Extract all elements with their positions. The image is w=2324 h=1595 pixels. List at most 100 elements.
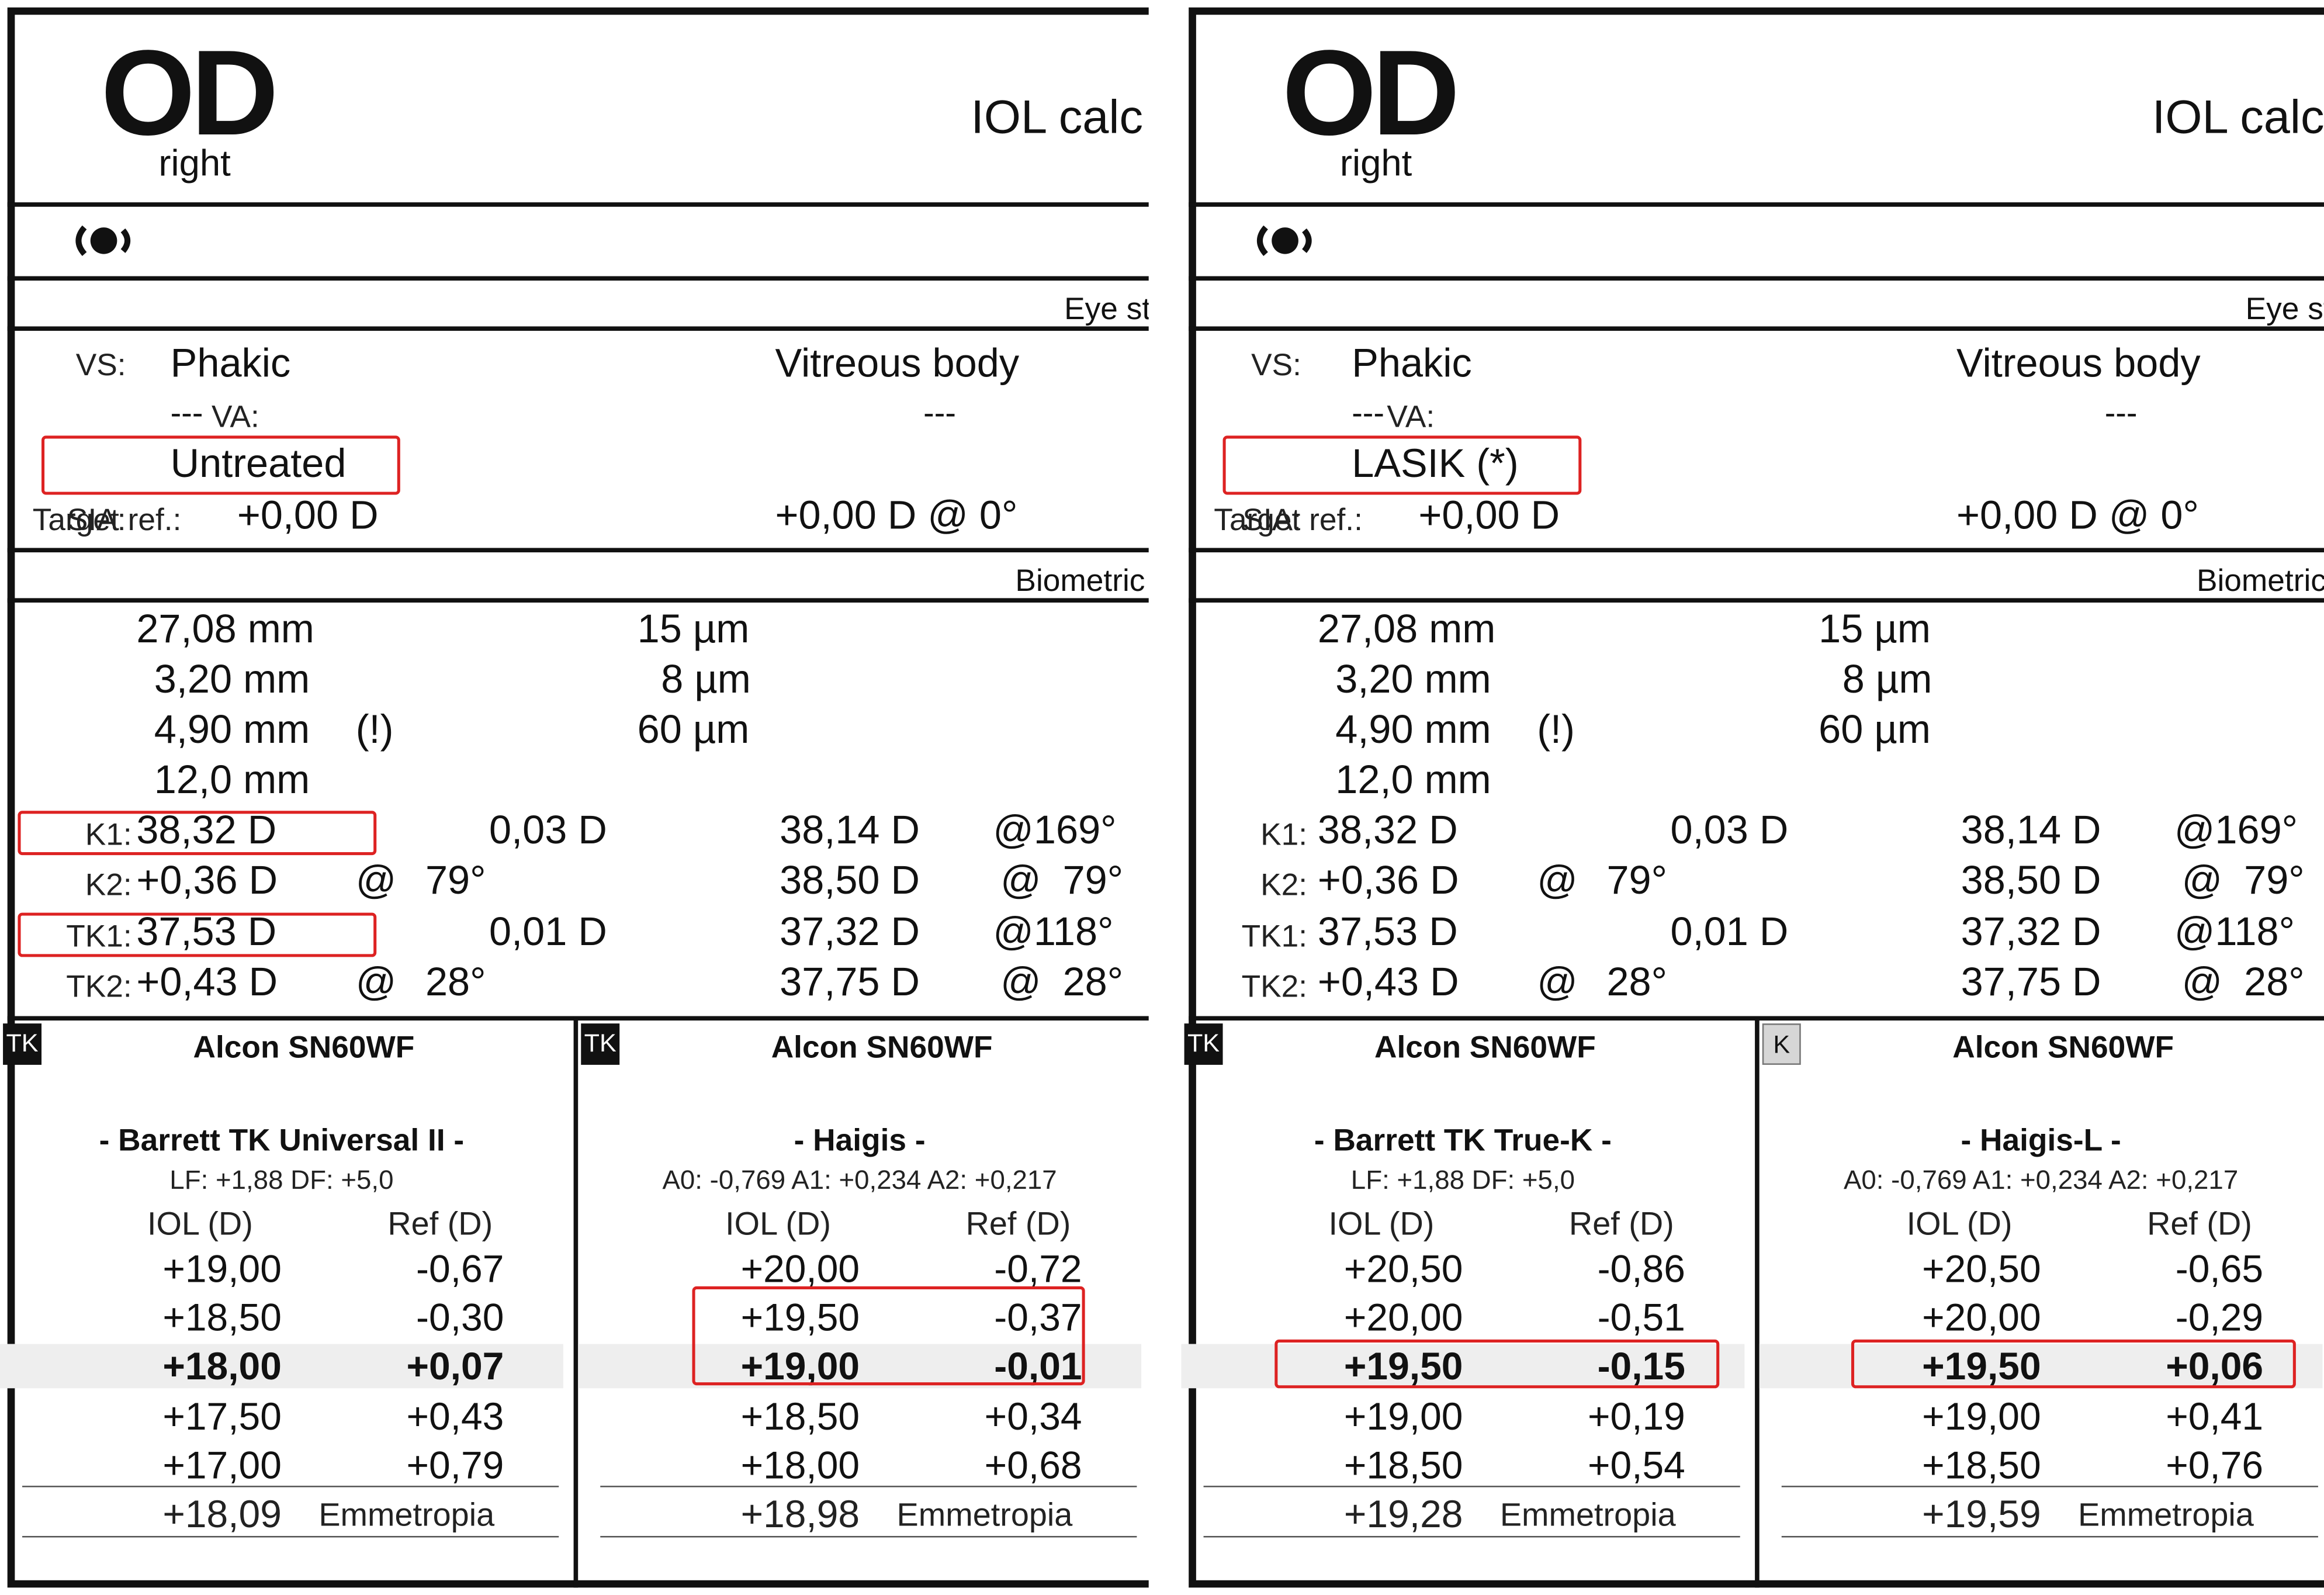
iol-power-value: +18,50	[740, 1394, 860, 1439]
divider	[7, 326, 1149, 331]
predicted-refraction-value: +0,43	[406, 1394, 504, 1439]
predicted-refraction-value: +0,41	[2166, 1394, 2264, 1439]
va-value: ---	[923, 394, 956, 431]
emmetropia-divider	[1203, 1486, 1740, 1487]
report-title: IOL calc	[2152, 90, 2324, 144]
eye-side-label: right	[1339, 143, 1412, 185]
k1-value: 38,14 D	[1961, 808, 2101, 853]
delta-k-at: @	[355, 858, 397, 902]
delta-tk-at: @	[355, 960, 397, 1005]
target-ref-label: Target ref.:	[1214, 503, 1363, 538]
emmetropia-bottom-divider	[1203, 1535, 1740, 1538]
delta-k-value: +0,36 D	[1317, 858, 1459, 902]
iol-power-value: +18,00	[162, 1344, 282, 1389]
emmetropia-label: Emmetropia	[896, 1496, 1073, 1533]
column-divider	[1755, 1016, 1760, 1588]
target-ref-value: +0,00 D	[237, 493, 379, 538]
divider	[7, 598, 1149, 603]
wtw-value: 12,0 mm	[154, 757, 310, 802]
emmetropia-divider	[600, 1486, 1137, 1487]
tse-highlight	[18, 912, 377, 957]
predicted-refraction-value: +0,34	[984, 1394, 1082, 1439]
formula-name: - Barrett TK True-K -	[1314, 1123, 1612, 1158]
sia-value: +0,00 D @ 0°	[1956, 493, 2199, 538]
ref-column-header: Ref (D)	[1568, 1205, 1674, 1243]
keratometry-badge: TK	[581, 1023, 620, 1065]
iol-report-panel: OD right IOL calc Eye status LS: Phakic …	[1181, 7, 2324, 1588]
iol-power-value: +18,50	[162, 1295, 282, 1340]
k2-at: @	[2181, 858, 2223, 902]
iol-report-panel: OD right IOL calc Eye status LS: Phakic …	[0, 7, 1149, 1588]
eye-icon	[1248, 222, 1322, 260]
iol-column-header: IOL (D)	[1328, 1205, 1435, 1243]
sia-label: SIA:	[67, 503, 126, 538]
iol-calculation: TK Alcon SN60WF - Barrett TK Universal I…	[0, 8, 563, 1588]
iol-calculation: K Alcon SN60WF - Haigis-L - A0: -0,769 A…	[1759, 8, 2323, 1588]
delta-tk-at: @	[1537, 960, 1578, 1005]
va-value: ---	[2104, 394, 2138, 431]
delta-tk-value: +0,43 D	[1317, 960, 1459, 1005]
k1-label: K1:	[85, 818, 132, 853]
lens-name: Alcon SN60WF	[1952, 1030, 2174, 1065]
eye-side-label: right	[158, 143, 231, 185]
iol-power-value: +20,00	[740, 1246, 860, 1291]
se-value: 38,32 D	[1317, 808, 1458, 853]
formula-name: - Barrett TK Universal II -	[99, 1123, 465, 1158]
vs-value: Vitreous body	[1956, 341, 2201, 386]
emmetropia-iol: +19,28	[1343, 1492, 1463, 1536]
predicted-refraction-value: -0,37	[994, 1295, 1082, 1340]
emmetropia-iol: +19,59	[1922, 1492, 2041, 1536]
haigis-l-row-highlight	[1851, 1339, 2296, 1389]
al-value: 27,08 mm	[1317, 607, 1496, 652]
predicted-refraction-value: -0,65	[2175, 1246, 2264, 1291]
k2-label: K2:	[85, 868, 132, 902]
delta-k-axis: 79°	[1606, 858, 1668, 902]
eye-label: OD	[1282, 26, 1460, 161]
se-value: 38,32 D	[136, 808, 277, 853]
tk2-label: TK2:	[66, 970, 132, 1005]
acd-sd-value: 8 µm	[661, 657, 751, 702]
emmetropia-bottom-divider	[600, 1535, 1137, 1538]
va-label: VA:	[1387, 400, 1435, 434]
iol-column-header: IOL (D)	[147, 1205, 253, 1243]
barrett-true-k-row-highlight	[1274, 1339, 1720, 1389]
tk2-value: 37,75 D	[780, 960, 920, 1005]
tk2-value: 37,75 D	[1961, 960, 2101, 1005]
ls-value: Phakic	[1352, 341, 1472, 386]
lvc-value: LASIK (*)	[1352, 441, 1519, 486]
keratometry-badge: K	[1762, 1023, 1801, 1065]
ref-column-header: Ref (D)	[387, 1205, 493, 1243]
acd-sd-value: 8 µm	[1842, 657, 1932, 702]
k2-axis: 79°	[2244, 858, 2305, 902]
lens-name: Alcon SN60WF	[1374, 1030, 1596, 1065]
predicted-refraction-value: -0,30	[416, 1295, 504, 1340]
predicted-refraction-value: -0,01	[994, 1344, 1082, 1389]
iol-power-value: +19,00	[740, 1344, 860, 1389]
vs-label: VS:	[1251, 348, 1301, 383]
tk2-at: @	[2181, 960, 2223, 1005]
emmetropia-bottom-divider	[22, 1535, 559, 1538]
vs-value: Vitreous body	[775, 341, 1020, 386]
ref-value: ---	[1352, 394, 1384, 431]
eye-label: OD	[101, 26, 278, 161]
iol-power-value: +18,00	[740, 1442, 860, 1487]
iol-power-value: +17,50	[162, 1394, 282, 1439]
biometry-header: Biometric values	[1015, 564, 1148, 598]
predicted-refraction-value: -0,15	[1597, 1344, 1685, 1389]
delta-k-axis: 79°	[425, 858, 486, 902]
tk2-axis: 28°	[2244, 960, 2305, 1005]
k2-value: 38,50 D	[1961, 858, 2101, 902]
formula-name: - Haigis-L -	[1961, 1123, 2121, 1158]
predicted-refraction-value: -0,67	[416, 1246, 504, 1291]
formula-constants: LF: +1,88 DF: +5,0	[169, 1165, 394, 1195]
tse-sd-value: 0,01 D	[489, 909, 607, 954]
predicted-refraction-value: +0,68	[984, 1442, 1082, 1487]
predicted-refraction-value: +0,76	[2166, 1442, 2264, 1487]
lvc-value: Untreated	[170, 441, 347, 486]
delta-tk-axis: 28°	[425, 960, 486, 1005]
delta-tk-value: +0,43 D	[136, 960, 278, 1005]
predicted-refraction-value: -0,86	[1597, 1246, 1685, 1291]
iol-power-value: +18,50	[1922, 1442, 2041, 1487]
ref-column-header: Ref (D)	[2147, 1205, 2252, 1243]
predicted-refraction-value: -0,29	[2175, 1295, 2264, 1340]
